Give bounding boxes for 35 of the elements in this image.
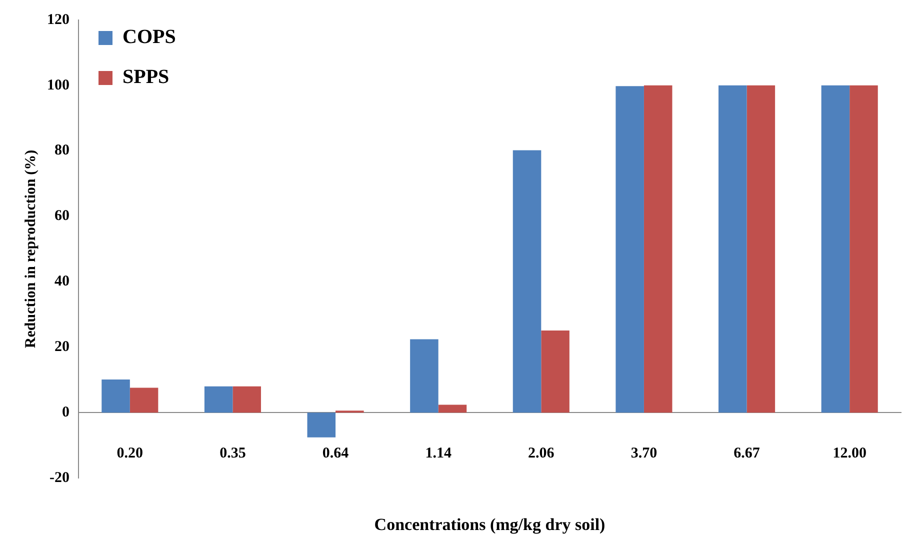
y-tick-label: 20 xyxy=(54,339,70,356)
legend-label: SPPS xyxy=(122,66,170,88)
y-tick-label: 80 xyxy=(54,142,70,159)
bar xyxy=(438,404,467,413)
legend-label: COPS xyxy=(122,26,176,48)
x-axis-title: Concentrations (mg/kg dry soil) xyxy=(374,514,606,534)
bar xyxy=(644,85,672,413)
x-tick-label: 12.00 xyxy=(832,445,866,462)
x-tick-label: 0.35 xyxy=(220,445,246,462)
bar xyxy=(821,85,850,413)
y-tick-label: 0 xyxy=(62,404,70,420)
x-tick-label: 2.06 xyxy=(528,445,555,462)
bar xyxy=(232,386,261,413)
bar xyxy=(718,85,747,413)
x-tick-label: 6.67 xyxy=(734,445,760,462)
y-axis-title: Reduction in reproduction (%) xyxy=(22,150,39,348)
y-tick-label: 40 xyxy=(54,274,70,290)
bar xyxy=(616,86,644,413)
x-tick-label: 0.64 xyxy=(322,445,350,462)
bar xyxy=(307,412,336,438)
bar xyxy=(541,330,570,413)
bar xyxy=(746,85,776,413)
x-tick-label: 3.70 xyxy=(630,445,658,462)
bar xyxy=(102,380,130,413)
bar xyxy=(130,388,158,413)
bar xyxy=(410,339,438,413)
y-tick-label: 60 xyxy=(54,208,70,224)
bar xyxy=(850,85,878,413)
y-tick-label: -20 xyxy=(50,470,70,486)
y-tick-label: 120 xyxy=(47,12,70,28)
y-tick-label: 100 xyxy=(47,77,70,94)
bar xyxy=(512,150,542,413)
x-tick-label: 1.14 xyxy=(425,445,452,462)
bar xyxy=(204,386,233,413)
x-tick-label: 0.20 xyxy=(116,445,144,462)
